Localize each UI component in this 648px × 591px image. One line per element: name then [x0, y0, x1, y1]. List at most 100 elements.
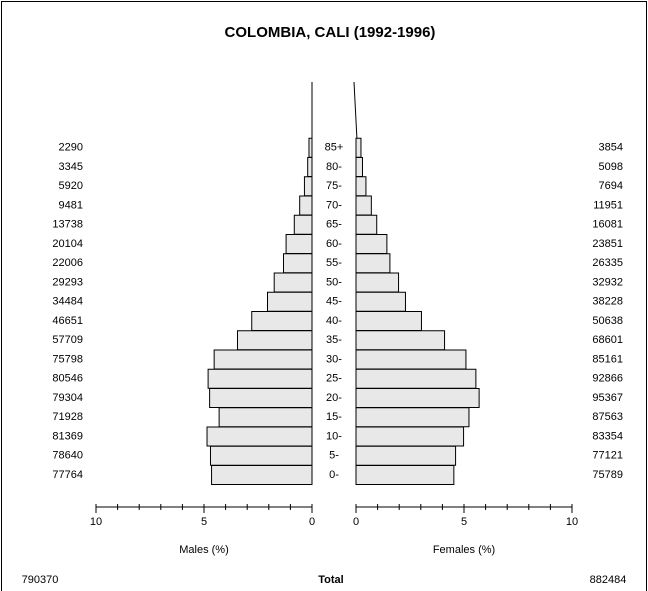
age-label: 70- — [326, 199, 342, 211]
age-label: 55- — [326, 257, 342, 269]
count-label: 29293 — [52, 276, 83, 288]
bar — [355, 214, 378, 235]
bar — [355, 426, 465, 447]
bar — [307, 157, 313, 177]
age-label: 20- — [326, 392, 342, 404]
bar — [209, 388, 313, 408]
count-label: 26335 — [592, 257, 623, 269]
bar — [355, 272, 400, 293]
male-total: 790370 — [22, 574, 59, 586]
bar — [206, 426, 313, 447]
age-label: 30- — [326, 353, 342, 365]
bar — [213, 349, 313, 370]
bar — [355, 311, 422, 331]
bar — [236, 330, 313, 351]
bar — [211, 465, 313, 485]
bar — [355, 137, 362, 158]
top-line-right — [353, 81, 358, 141]
bar — [355, 349, 467, 370]
bar — [355, 330, 446, 351]
bar — [355, 234, 388, 254]
age-label: 40- — [326, 315, 342, 327]
bar — [355, 157, 363, 177]
count-label: 3345 — [59, 161, 83, 173]
age-label: 45- — [326, 296, 342, 308]
count-label: 83354 — [592, 430, 623, 442]
age-label: 25- — [326, 373, 342, 385]
bar — [209, 445, 313, 466]
count-label: 2290 — [59, 142, 83, 154]
age-label: 65- — [326, 219, 342, 231]
count-label: 75789 — [592, 469, 623, 481]
age-label: 35- — [326, 334, 342, 346]
bar — [303, 176, 313, 197]
x-tick-label: 10 — [90, 516, 102, 528]
count-label: 95367 — [592, 392, 623, 404]
bar — [282, 253, 313, 274]
age-label: 5- — [329, 450, 339, 462]
count-label: 9481 — [59, 199, 83, 211]
count-label: 5098 — [599, 161, 623, 173]
bar — [207, 368, 313, 389]
age-label: 0- — [329, 469, 339, 481]
count-label: 57709 — [52, 334, 83, 346]
bar — [355, 445, 457, 466]
age-label: 60- — [326, 238, 342, 250]
count-label: 23851 — [592, 238, 623, 250]
count-label: 77764 — [52, 469, 83, 481]
bar — [285, 234, 313, 254]
bar — [355, 388, 480, 408]
count-label: 46651 — [52, 315, 83, 327]
bar — [293, 214, 313, 235]
bar — [355, 176, 367, 197]
count-label: 11951 — [593, 199, 623, 211]
count-label: 79304 — [52, 392, 83, 404]
bar — [308, 137, 313, 158]
count-label: 32932 — [592, 276, 623, 288]
axis-label: Females (%) — [433, 544, 495, 556]
x-tick-label: 0 — [353, 516, 359, 528]
bar — [355, 291, 406, 312]
bar — [355, 407, 470, 428]
bar — [273, 272, 313, 293]
chart-title: COLOMBIA, CALI (1992-1996) — [225, 24, 436, 41]
count-label: 50638 — [592, 315, 623, 327]
age-label: 15- — [326, 411, 342, 423]
count-label: 7694 — [599, 180, 623, 192]
count-label: 77121 — [592, 450, 623, 462]
count-label: 5920 — [59, 180, 83, 192]
axis-label: Males (%) — [179, 544, 229, 556]
count-label: 92866 — [592, 373, 623, 385]
female-total: 882484 — [590, 574, 627, 586]
count-label: 38228 — [592, 296, 623, 308]
total-label: Total — [318, 574, 343, 586]
count-label: 85161 — [592, 353, 623, 365]
count-label: 13738 — [52, 219, 83, 231]
bar — [355, 195, 372, 216]
count-label: 22006 — [52, 257, 83, 269]
bar — [218, 407, 313, 428]
age-label: 75- — [326, 180, 342, 192]
x-tick-label: 5 — [461, 516, 467, 528]
bar — [355, 253, 391, 274]
age-label: 80- — [326, 161, 342, 173]
age-label: 85+ — [325, 142, 344, 154]
bar — [355, 465, 455, 485]
count-label: 78640 — [52, 450, 83, 462]
count-label: 68601 — [592, 334, 623, 346]
age-label: 10- — [326, 430, 342, 442]
count-label: 71928 — [52, 411, 83, 423]
bar — [251, 311, 313, 331]
count-label: 87563 — [592, 411, 623, 423]
bar — [267, 291, 313, 312]
age-label: 50- — [326, 276, 342, 288]
count-label: 80546 — [52, 373, 83, 385]
count-label: 81369 — [52, 430, 83, 442]
x-tick-label: 5 — [201, 516, 207, 528]
count-label: 3854 — [599, 142, 623, 154]
x-tick-label: 10 — [566, 516, 578, 528]
x-tick-label: 0 — [309, 516, 315, 528]
count-label: 20104 — [52, 238, 83, 250]
